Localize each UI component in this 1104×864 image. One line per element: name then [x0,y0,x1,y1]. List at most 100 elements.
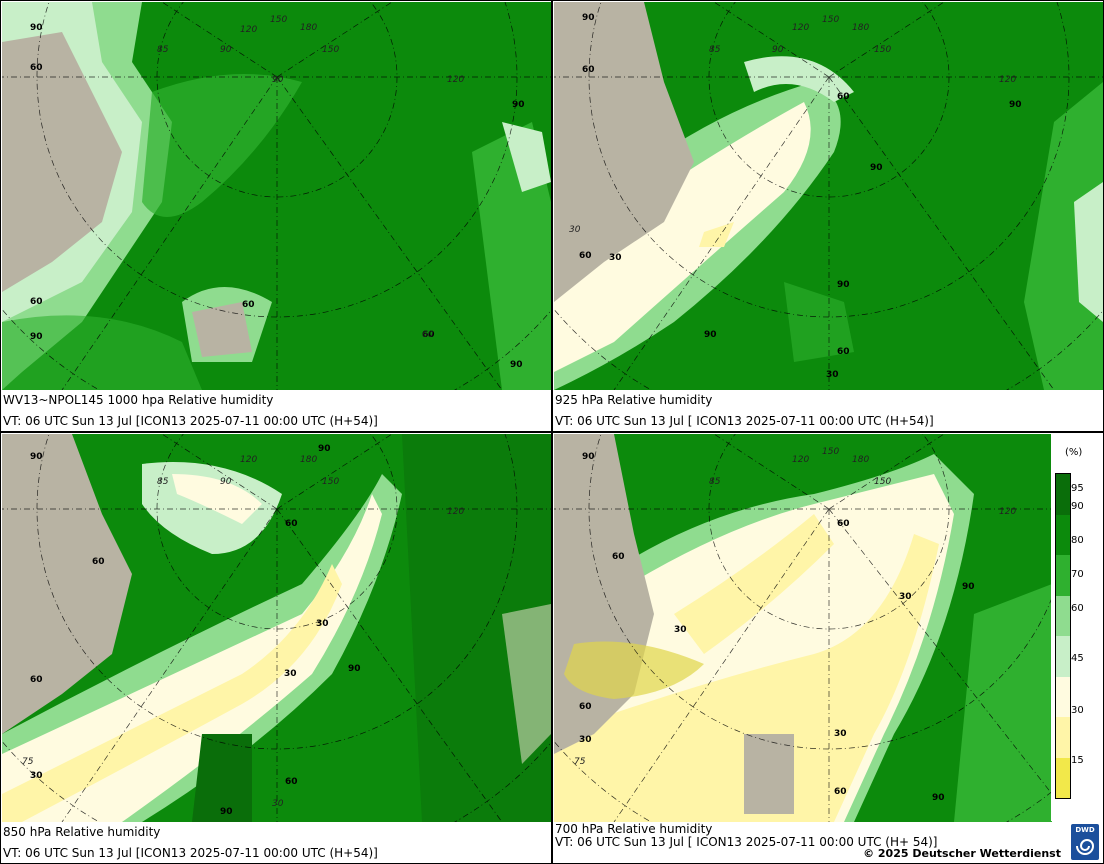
grid-label: 120 [447,507,464,517]
contour-label: 90 [582,452,595,462]
legend-unit: (%) [1065,447,1083,458]
grid-labels: 120 150 180 150 85 120 90 30 [569,15,1016,235]
contour-label: 60 [837,347,850,357]
contour-labels: 90 90 60 60 30 90 30 60 30 60 90 [30,444,361,817]
contour-label: 60 [579,702,592,712]
contour-label: 30 [899,592,912,602]
grid-label: 85 [157,45,169,55]
legend-tick: 45 [1071,653,1084,664]
contour-label: 90 [30,452,43,462]
contour-label: 90 [1009,100,1022,110]
panel-title: 850 hPa Relative humidity [3,825,161,839]
grid-label: 90 [220,477,232,487]
dwd-logo-icon: DWD [1071,824,1099,860]
grid-label: 150 [270,15,287,25]
contour-label: 90 [932,793,945,803]
contour-label: 30 [674,625,687,635]
grid-labels: 150 120 180 150 85 90 90 120 60 [157,15,464,340]
panel-title: 925 hPa Relative humidity [555,393,713,407]
contour-label: 60 [30,297,43,307]
legend-bar [1055,473,1071,799]
contour-label: 90 [30,23,43,33]
contour-label: 90 [30,332,43,342]
contour-labels: 90 60 60 90 90 30 60 90 90 60 30 [579,13,1022,380]
legend-swatch [1056,676,1070,717]
contour-label: 60 [837,519,850,529]
map-1000hpa: 90 60 60 90 90 60 90 60 150 120 180 150 … [2,2,551,390]
grid-label: 120 [999,507,1016,517]
contour-label: 90 [510,360,523,370]
legend-tick: 30 [1071,705,1084,716]
legend-swatch [1056,717,1070,758]
legend-tick: 90 [1071,501,1084,512]
legend-tick: 95 [1071,483,1084,494]
contour-label: 30 [284,669,297,679]
contour-label: 60 [422,330,435,340]
grid-label: 150 [822,447,839,457]
grid-label: 150 [322,477,339,487]
grid-label: 90 [272,75,284,85]
grid-label: 60 [422,330,434,340]
grid-label: 120 [999,75,1016,85]
grid-label: 85 [157,477,169,487]
grid-label: 180 [852,23,869,33]
grid-labels: 120 180 150 85 90 120 75 30 [22,455,464,809]
panel-700hpa: 90 60 60 90 30 30 30 60 30 60 90 120 150… [552,432,1104,864]
legend-swatch [1056,595,1070,636]
grid-label: 85 [709,45,721,55]
panel-valid-time: VT: 06 UTC Sun 13 Jul [ ICON13 2025-07-1… [555,835,938,849]
panel-valid-time: VT: 06 UTC Sun 13 Jul [ICON13 2025-07-11… [3,846,378,860]
contour-label: 30 [826,370,839,380]
panel-title: 700 hPa Relative humidity [555,822,713,836]
color-legend: (%) 95 90 80 70 60 45 30 15 [1051,433,1103,821]
contour-label: 60 [30,63,43,73]
panel-1000hpa: 90 60 60 90 90 60 90 60 150 120 180 150 … [0,0,552,432]
contour-label: 60 [285,519,298,529]
grid-label: 30 [569,225,581,235]
grid-label: 85 [709,477,721,487]
grid-label: 75 [574,757,586,767]
map-925hpa: 90 60 60 90 90 30 60 90 90 60 30 120 150… [554,2,1103,390]
grid-label: 180 [300,23,317,33]
grid-label: 120 [792,455,809,465]
legend-swatch [1056,757,1070,798]
legend-swatch [1056,636,1070,677]
contour-label: 90 [704,330,717,340]
panel-valid-time: VT: 06 UTC Sun 13 Jul [ICON13 2025-07-11… [3,414,378,428]
grid-label: 120 [240,25,257,35]
grid-label: 150 [822,15,839,25]
contour-label: 60 [92,557,105,567]
legend-swatch [1056,474,1070,515]
panel-850hpa: 90 90 60 60 30 90 30 60 30 60 90 120 180… [0,432,552,864]
grid-label: 75 [22,757,34,767]
map-850hpa: 90 90 60 60 30 90 30 60 30 60 90 120 180… [2,434,551,822]
grid-label: 120 [792,23,809,33]
contour-label: 60 [837,92,850,102]
grid-label: 90 [220,45,232,55]
spiral-icon [1076,839,1095,855]
grid-label: 90 [772,45,784,55]
grid-label: 180 [852,455,869,465]
contour-label: 30 [30,771,43,781]
grid-label: 150 [874,477,891,487]
contour-label: 30 [316,619,329,629]
contour-label: 60 [834,787,847,797]
map-700hpa: 90 60 60 90 30 30 30 60 30 60 90 120 150… [554,434,1052,822]
panel-title: WV13~NPOL145 1000 hpa Relative humidity [3,393,274,407]
panel-925hpa: 90 60 60 90 90 30 60 90 90 60 30 120 150… [552,0,1104,432]
grid-labels: 120 150 180 150 85 120 75 [574,447,1016,767]
contour-label: 60 [579,251,592,261]
legend-tick: 80 [1071,535,1084,546]
contour-label: 90 [220,807,233,817]
legend-tick: 15 [1071,755,1084,766]
contour-label: 90 [512,100,525,110]
contour-label: 90 [348,664,361,674]
contour-label: 30 [609,253,622,263]
contour-label: 60 [612,552,625,562]
contour-label: 90 [582,13,595,23]
legend-tick: 70 [1071,569,1084,580]
contour-labels: 90 60 60 90 30 30 30 60 30 60 90 [579,452,975,803]
grid-label: 150 [322,45,339,55]
contour-label: 30 [834,729,847,739]
contour-labels: 90 60 60 90 90 60 90 60 [30,23,525,370]
